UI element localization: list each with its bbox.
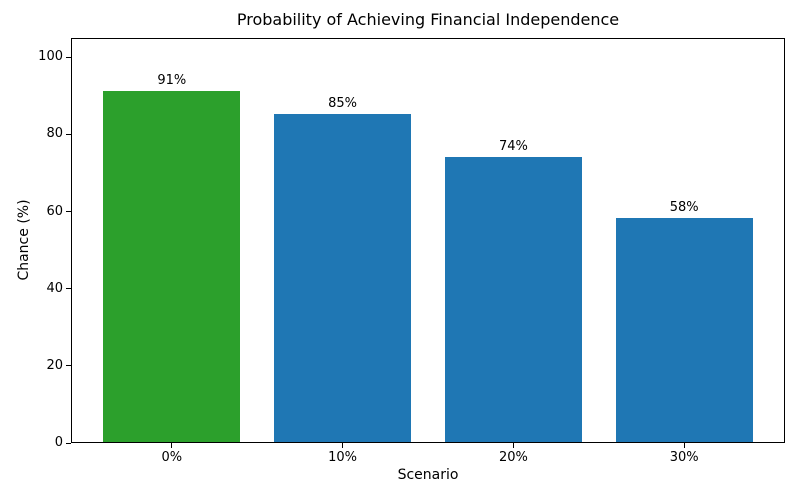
bar-20% — [445, 156, 582, 442]
y-tick-label: 80 — [46, 126, 63, 142]
y-tick-mark — [66, 56, 71, 58]
y-tick-label: 40 — [46, 280, 63, 296]
x-tick-mark — [342, 443, 344, 448]
bar-10% — [274, 114, 411, 442]
bar-0% — [103, 91, 241, 442]
chart-title: Probability of Achieving Financial Indep… — [236, 10, 620, 29]
x-tick-label: 10% — [328, 450, 358, 465]
bar-value-label: 85% — [328, 96, 358, 112]
bar-value-label: 91% — [157, 73, 187, 88]
y-tick-label: 100 — [38, 49, 63, 65]
x-tick-label: 30% — [669, 450, 699, 465]
y-tick-label: 0 — [54, 435, 63, 450]
y-tick-mark — [66, 442, 71, 444]
bar-value-label: 58% — [669, 200, 699, 216]
y-tick-mark — [66, 365, 71, 367]
y-tick-mark — [66, 211, 71, 213]
y-tick-mark — [66, 133, 71, 135]
y-tick-label: 60 — [46, 203, 63, 219]
x-tick-mark — [512, 443, 514, 448]
x-axis-label: Scenario — [397, 467, 459, 483]
plot-area — [71, 38, 785, 443]
x-tick-label: 0% — [161, 450, 183, 465]
y-tick-mark — [66, 288, 71, 290]
bar-value-label: 74% — [498, 138, 528, 154]
bar-30% — [615, 218, 753, 442]
x-tick-label: 20% — [498, 450, 528, 465]
x-tick-mark — [683, 443, 685, 448]
y-tick-label: 20 — [46, 357, 63, 373]
x-tick-mark — [171, 443, 173, 448]
